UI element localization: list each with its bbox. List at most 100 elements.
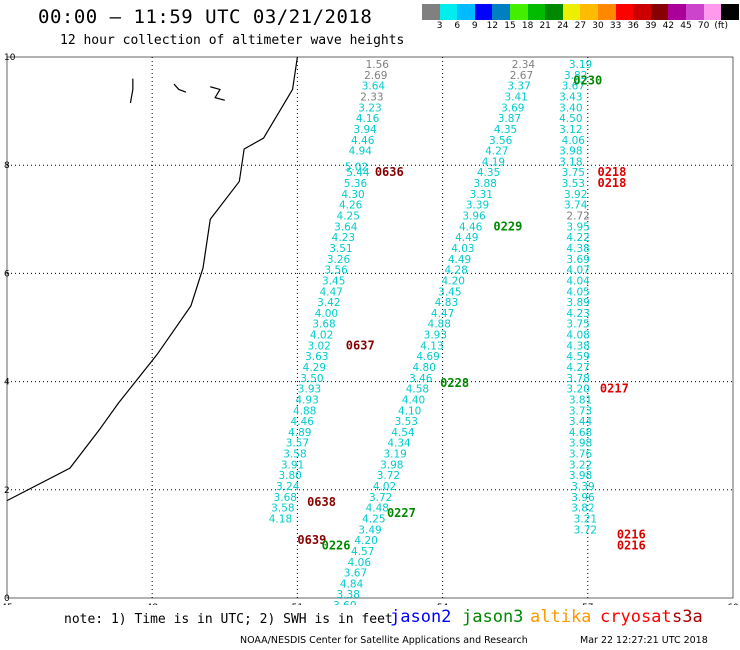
swh-value: 3.41: [504, 91, 527, 103]
color-scale-label: 33: [609, 21, 622, 31]
swh-value: 4.35: [494, 124, 517, 136]
swh-value: 3.95: [566, 221, 589, 233]
swh-value: 4.46: [291, 416, 315, 428]
color-swatch: [492, 4, 510, 20]
swh-value: 3.19: [383, 449, 406, 461]
color-swatch: [650, 4, 669, 20]
swh-value: 4.54: [391, 427, 415, 439]
swh-value: 3.51: [329, 243, 352, 255]
island-outline: [129, 78, 134, 104]
color-scale-label: 42: [662, 21, 675, 31]
swh-value: 4.59: [566, 351, 589, 363]
swh-value: 4.84: [340, 578, 364, 590]
swh-value: 4.25: [337, 211, 360, 223]
swh-value: 3.96: [571, 492, 595, 504]
swh-value: 3.74: [564, 200, 588, 212]
swh-value: 3.89: [566, 297, 589, 309]
swh-value: 3.45: [322, 275, 345, 287]
swh-value: 3.63: [305, 351, 328, 363]
color-scale-legend: 3 6 9 12 15 18 21 24 27 30 33 36 39 42 45 70 (ft): [422, 4, 739, 32]
swh-value: 3.72: [574, 524, 597, 536]
swh-value: 4.30: [341, 189, 364, 201]
swh-value: 5.02: [345, 161, 368, 173]
swh-value: 4.68: [569, 427, 592, 439]
island-outline: [173, 83, 187, 93]
swh-value: 4.08: [566, 330, 589, 342]
swh-value: 4.38: [566, 340, 589, 352]
swh-value: 3.72: [377, 470, 400, 482]
legend-item-jason2: jason2: [390, 607, 452, 627]
swh-value: 3.46: [409, 373, 433, 385]
swh-value: 3.98: [559, 146, 582, 158]
swh-value: 2.69: [364, 70, 387, 82]
swh-value: 3.98: [569, 470, 592, 482]
swh-value: 3.92: [564, 189, 587, 201]
swh-value: 4.25: [362, 513, 385, 525]
color-swatch: [721, 4, 739, 20]
y-tick-label: 2: [4, 486, 10, 496]
swh-value: 4.05: [566, 286, 589, 298]
swh-value: 4.94: [349, 146, 373, 158]
swh-value: 4.20: [442, 275, 465, 287]
pass-time-label: 0216: [617, 539, 646, 553]
pass-time-label: 0226: [322, 539, 351, 553]
swh-value: 3.56: [489, 135, 513, 147]
swh-value: 3.44: [569, 416, 593, 428]
y-tick-label: 6: [4, 269, 10, 279]
swh-value: 4.35: [477, 167, 500, 179]
swh-value: 4.13: [420, 340, 443, 352]
swh-value: 3.78: [566, 373, 589, 385]
swh-value: 2.72: [566, 211, 589, 223]
swh-value: 3.94: [353, 124, 377, 136]
swh-value: 4.34: [387, 438, 411, 450]
color-scale-label: 6: [454, 21, 461, 31]
legend-item-altika: altika: [530, 607, 592, 627]
color-swatch: [685, 4, 704, 20]
pass-time-label: 0638: [307, 495, 336, 509]
x-tick-label: 45: [1, 603, 12, 605]
pass-time-label: 0637: [346, 338, 375, 352]
color-swatch: [457, 4, 475, 20]
swh-value: 4.40: [402, 394, 425, 406]
color-swatch: [580, 4, 598, 20]
y-tick-label: 8: [4, 161, 10, 171]
color-scale-label: 27: [574, 21, 587, 31]
y-tick-label: 4: [4, 378, 10, 388]
swh-value: 3.43: [559, 91, 582, 103]
altimeter-map: 45485154576002468101.562.693.642.333.234…: [1, 53, 739, 605]
swh-value: 3.72: [369, 492, 392, 504]
pass-time-label: 0639: [297, 533, 326, 547]
swh-value: 3.82: [564, 70, 587, 82]
swh-value: 4.49: [448, 254, 471, 266]
swh-value: 3.58: [283, 449, 306, 461]
swh-value: 4.93: [295, 394, 318, 406]
swh-value: 4.47: [320, 286, 343, 298]
y-tick-label: 0: [4, 594, 10, 604]
swh-value: 3.64: [362, 81, 386, 93]
swh-value: 3.75: [566, 319, 589, 331]
swh-value: 3.18: [559, 156, 582, 168]
color-swatch: [527, 4, 546, 20]
swh-value: 4.50: [559, 113, 582, 125]
swh-value: 3.12: [559, 124, 582, 136]
x-tick-label: 57: [582, 603, 593, 605]
color-swatch: [668, 4, 686, 20]
swh-value: 4.47: [431, 308, 454, 320]
footer-credit: NOAA/NESDIS Center for Satellite Applica…: [240, 635, 528, 646]
color-swatch: [509, 4, 528, 20]
swh-value: 3.91: [281, 459, 304, 471]
swh-value: 2.67: [510, 70, 533, 82]
swh-value: 3.75: [562, 167, 585, 179]
swh-value: 3.53: [562, 178, 585, 190]
swh-value: 3.31: [470, 189, 493, 201]
swh-value: 4.20: [354, 535, 377, 547]
swh-value: 3.76: [569, 449, 593, 461]
color-scale-label: 39: [645, 21, 657, 31]
swh-value: 3.69: [566, 254, 589, 266]
color-scale-labels: 3 6 9 12 15 18 21 24 27 30 33 36 39 42 45 70 (ft): [422, 20, 739, 32]
pass-time-label: 0636: [375, 165, 404, 179]
note-text: note: 1) Time is in UTC; 2) SWH is in fe…: [64, 612, 393, 627]
swh-value: 3.22: [569, 459, 592, 471]
swh-value: 4.57: [351, 546, 374, 558]
pass-time-label: 0227: [387, 506, 416, 520]
